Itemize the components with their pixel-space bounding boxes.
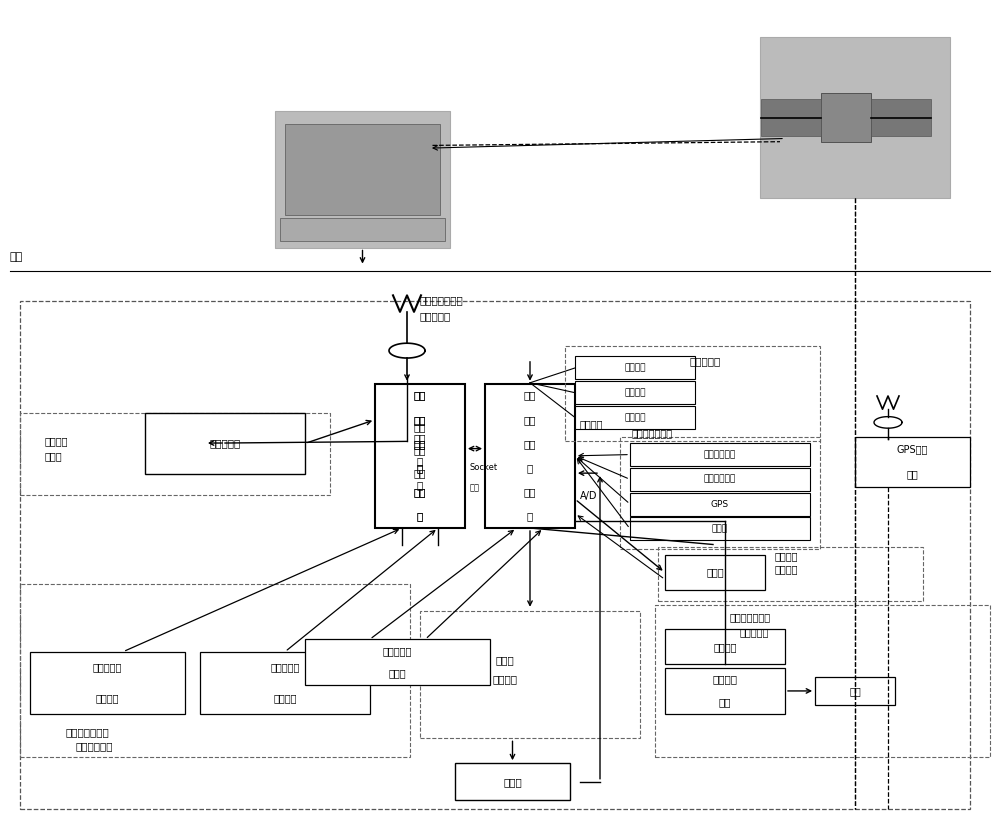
Text: 摄像机: 摄像机 xyxy=(389,668,406,678)
Text: 运动: 运动 xyxy=(524,391,536,401)
Text: 磁罗经、陀螺: 磁罗经、陀螺 xyxy=(704,475,736,483)
Bar xyxy=(760,37,950,198)
Text: 嵌入: 嵌入 xyxy=(524,439,536,449)
Text: 水面: 水面 xyxy=(10,252,23,262)
Text: 下摄像机: 下摄像机 xyxy=(273,693,297,703)
Text: A/D: A/D xyxy=(580,491,598,502)
Text: 嵌入: 嵌入 xyxy=(414,439,426,449)
Bar xyxy=(485,384,575,528)
Text: GPS: GPS xyxy=(711,500,729,508)
Bar xyxy=(575,356,695,380)
Bar xyxy=(870,99,930,135)
Text: 锂电池组: 锂电池组 xyxy=(624,364,646,372)
Bar xyxy=(20,412,330,495)
Text: 自主作业型水下: 自主作业型水下 xyxy=(420,295,464,305)
Text: 处理: 处理 xyxy=(414,487,426,497)
Text: 水下目标探测与: 水下目标探测与 xyxy=(65,727,109,737)
Text: 多普勒测速仪: 多普勒测速仪 xyxy=(704,450,736,459)
Bar xyxy=(20,301,970,808)
Text: 机构: 机构 xyxy=(719,697,731,707)
Text: 控制: 控制 xyxy=(524,415,536,425)
Text: 自主: 自主 xyxy=(414,391,426,401)
Text: 式: 式 xyxy=(417,463,423,473)
Text: 抛载: 抛载 xyxy=(849,686,861,696)
Bar xyxy=(30,652,185,714)
Bar xyxy=(275,111,450,248)
Text: 自主
规划
嵌入
式
处理
器: 自主 规划 嵌入 式 处理 器 xyxy=(414,422,426,490)
Text: 漏水检测: 漏水检测 xyxy=(713,642,737,652)
Bar xyxy=(815,676,895,705)
Bar xyxy=(630,517,810,540)
Bar xyxy=(820,93,870,142)
Bar xyxy=(630,493,810,516)
Text: 器: 器 xyxy=(527,511,533,521)
Text: 自主: 自主 xyxy=(414,391,426,401)
Text: 分系统: 分系统 xyxy=(45,451,63,461)
Text: 处理: 处理 xyxy=(414,487,426,497)
Text: 别摄像机: 别摄像机 xyxy=(96,693,119,703)
Bar xyxy=(761,99,820,135)
Text: 能源分系统: 能源分系统 xyxy=(690,356,721,366)
Bar xyxy=(575,381,695,404)
Bar xyxy=(630,468,810,491)
Text: 器: 器 xyxy=(417,511,423,521)
Text: 伺服跟踪系统: 伺服跟踪系统 xyxy=(75,742,112,752)
Bar xyxy=(145,412,305,474)
Bar xyxy=(375,384,465,528)
Text: 电流检测: 电流检测 xyxy=(624,413,646,422)
Bar xyxy=(630,443,810,466)
Bar xyxy=(20,584,410,757)
Bar xyxy=(575,406,695,429)
Text: 机械手末端: 机械手末端 xyxy=(383,646,412,656)
Text: 推进与操: 推进与操 xyxy=(775,551,798,561)
Text: 安全分系统: 安全分系统 xyxy=(740,627,769,637)
Text: 串口通讯: 串口通讯 xyxy=(580,419,604,429)
Bar xyxy=(658,547,923,601)
Bar xyxy=(655,605,990,757)
Text: 式: 式 xyxy=(527,463,533,473)
Text: 天线: 天线 xyxy=(907,469,918,479)
Text: 规划: 规划 xyxy=(414,415,426,425)
Text: 通讯: 通讯 xyxy=(470,483,480,492)
Bar xyxy=(280,218,445,241)
Bar xyxy=(855,437,970,487)
Text: 无人航行器: 无人航行器 xyxy=(420,311,451,321)
Text: 水下导航分系统: 水下导航分系统 xyxy=(632,428,673,438)
Text: 嵌入: 嵌入 xyxy=(414,439,426,449)
Text: 水下抛载自救与: 水下抛载自救与 xyxy=(730,612,771,622)
Text: 处理: 处理 xyxy=(524,487,536,497)
Text: 规划: 规划 xyxy=(414,415,426,425)
Bar xyxy=(200,652,370,714)
Bar xyxy=(285,124,440,214)
Bar xyxy=(665,555,765,590)
Bar xyxy=(305,639,490,685)
Text: 双目视觉水: 双目视觉水 xyxy=(270,662,300,672)
Text: 式: 式 xyxy=(417,463,423,473)
Bar xyxy=(665,668,785,714)
Text: 水下通信: 水下通信 xyxy=(45,436,68,446)
Text: 机械手: 机械手 xyxy=(503,776,522,787)
Text: 推进器: 推进器 xyxy=(706,568,724,577)
Text: 安全自救: 安全自救 xyxy=(713,675,738,685)
Text: 水下目标识: 水下目标识 xyxy=(93,662,122,672)
Bar xyxy=(455,763,570,800)
Text: Socket: Socket xyxy=(470,463,498,472)
Bar xyxy=(565,346,820,441)
Text: 器: 器 xyxy=(417,511,423,521)
Text: 水下作: 水下作 xyxy=(496,655,514,665)
Text: 业分系统: 业分系统 xyxy=(492,674,518,684)
Bar xyxy=(665,629,785,664)
Bar xyxy=(620,437,820,549)
Text: 无线电通信: 无线电通信 xyxy=(209,438,241,449)
Text: 深度计: 深度计 xyxy=(712,525,728,533)
Bar xyxy=(420,610,640,738)
Text: GPS通信: GPS通信 xyxy=(897,445,928,455)
Text: 纵分系统: 纵分系统 xyxy=(775,564,798,574)
Text: 电压检测: 电压检测 xyxy=(624,389,646,397)
